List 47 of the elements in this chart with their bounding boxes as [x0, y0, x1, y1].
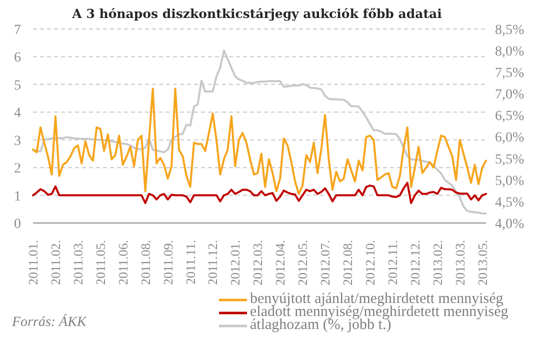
x-tick-label: 2013.03.: [452, 240, 468, 286]
x-tick-label: 2013.05.: [474, 240, 490, 286]
y2-tick-label: 5,5%: [495, 152, 524, 168]
x-tick-label: 2012.08.: [340, 240, 356, 286]
y2-tick-label: 4,0%: [495, 216, 524, 232]
text: Forrás: ÁKK: [12, 315, 86, 330]
x-tick-label: 2011.08.: [138, 240, 153, 286]
y2-tick-label: 6,5%: [495, 109, 524, 124]
y-tick-label: 7: [14, 22, 21, 38]
line-series: [32, 50, 487, 215]
line-series: [32, 88, 487, 195]
chart-title: A 3 hónapos diszkontkicstárjegy aukciók főbb adatai: [72, 6, 442, 21]
legend-label: eladott mennyiség/meghirdetett mennyiség: [250, 304, 508, 320]
x-tick-label: 2012.12.: [407, 240, 422, 286]
y2-tick-label: 7,0%: [495, 88, 524, 103]
y-tick-label: 1: [14, 189, 21, 204]
y2-tick-label: 8,5%: [495, 22, 524, 38]
y-tick-label: 6: [14, 50, 21, 66]
y2-tick-label: 5,0%: [495, 174, 524, 189]
x-tick-label: 2011.12.: [205, 240, 220, 286]
x-tick-label: 2013.02.: [430, 240, 445, 286]
x-tick-label: 2011.01.: [26, 240, 41, 286]
legend-label: benyújtott ajánlat/meghirdetett mennyiség: [250, 291, 504, 307]
y2-tick-label: 4,5%: [495, 195, 524, 210]
y-tick-label: 2: [14, 162, 21, 177]
y-tick-label: 3: [14, 134, 21, 149]
x-tick-label: 2011.05.: [92, 240, 108, 286]
x-tick-label: 2012.07.: [318, 240, 333, 286]
y2-tick-label: 7,5%: [495, 66, 524, 82]
x-tick-label: 2011.02.: [48, 240, 64, 286]
y-tick-label: 4: [14, 106, 21, 122]
y-tick-label: 0: [14, 216, 21, 232]
x-tick-label: 2012.04.: [272, 240, 288, 286]
line-series: [32, 182, 487, 204]
x-tick-label: 2011.09.: [160, 240, 176, 286]
x-tick-label: 2012.01.: [228, 240, 243, 286]
y2-tick-label: 6,0%: [495, 130, 524, 146]
x-tick-label: 2012.05.: [295, 240, 310, 286]
x-tick-label: 2012.11.: [384, 240, 400, 286]
legend-label: átlaghozam (%, jobb t.): [250, 317, 392, 333]
x-tick-label: 2011.03.: [70, 240, 86, 286]
y2-tick-label: 8,0%: [495, 44, 524, 60]
x-tick-label: 2012.03.: [250, 240, 266, 286]
y-tick-label: 5: [14, 78, 21, 94]
x-tick-label: 2011.11.: [182, 240, 198, 285]
x-tick-label: 2011.06.: [115, 240, 130, 286]
x-tick-label: 2012.10.: [362, 240, 378, 286]
